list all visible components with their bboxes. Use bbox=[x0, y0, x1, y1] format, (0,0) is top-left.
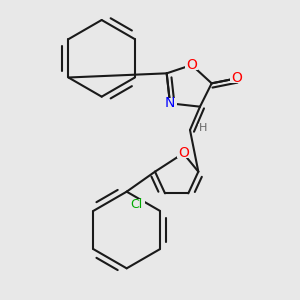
Bar bbox=[230, 73, 243, 83]
Text: O: O bbox=[178, 146, 189, 160]
Text: Cl: Cl bbox=[130, 198, 143, 211]
Bar bbox=[163, 98, 177, 108]
Bar bbox=[198, 124, 208, 133]
Bar bbox=[185, 60, 198, 70]
Bar bbox=[128, 199, 145, 209]
Text: H: H bbox=[199, 123, 208, 133]
Text: N: N bbox=[165, 96, 175, 110]
Text: O: O bbox=[186, 58, 197, 72]
Bar bbox=[177, 148, 190, 158]
Text: O: O bbox=[231, 71, 242, 85]
